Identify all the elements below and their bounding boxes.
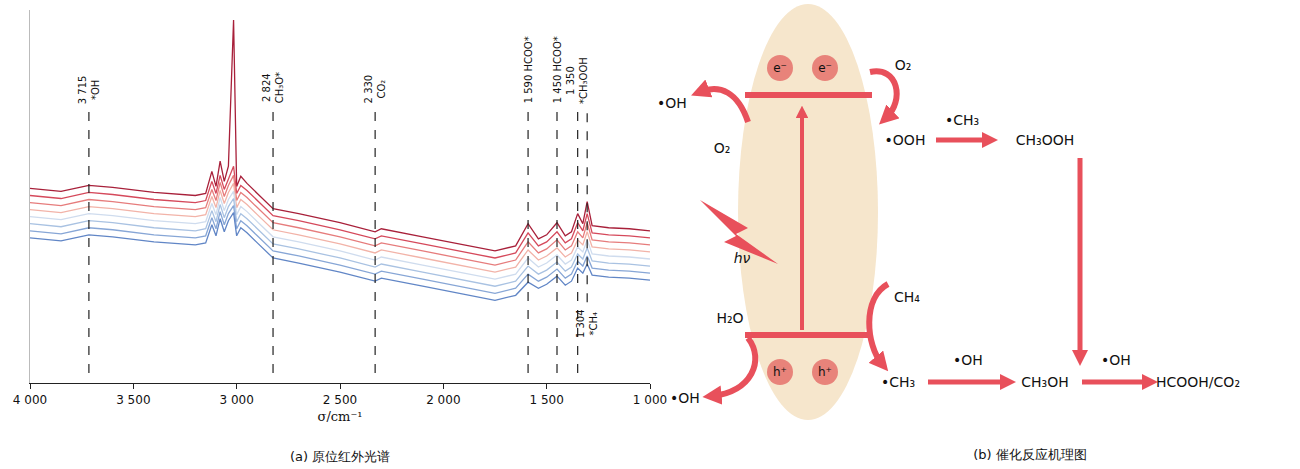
svg-text:e⁻: e⁻ — [818, 61, 832, 75]
svg-text:•CH₃: •CH₃ — [945, 112, 979, 128]
svg-text:(b) 催化反应机理图: (b) 催化反应机理图 — [973, 447, 1087, 462]
svg-text:σ/cm⁻¹: σ/cm⁻¹ — [318, 409, 363, 424]
svg-text:1 500: 1 500 — [529, 393, 563, 407]
svg-text:1 450 HCOO*: 1 450 HCOO* — [552, 36, 563, 103]
svg-text:CH₄: CH₄ — [894, 289, 920, 305]
svg-text:1 350*CH₃OOH: 1 350*CH₃OOH — [565, 57, 589, 104]
svg-text:1 000: 1 000 — [633, 393, 667, 407]
svg-text:1 590 HCOO*: 1 590 HCOO* — [523, 36, 534, 103]
svg-text:h⁺: h⁺ — [818, 365, 832, 379]
svg-text:O₂: O₂ — [714, 140, 731, 156]
svg-text:•CH₃: •CH₃ — [881, 374, 915, 390]
svg-text:e⁻: e⁻ — [773, 61, 787, 75]
svg-text:3 500: 3 500 — [116, 393, 150, 407]
svg-text:(a) 原位红外光谱: (a) 原位红外光谱 — [290, 449, 390, 464]
svg-text:CH₃OH: CH₃OH — [1021, 374, 1068, 390]
svg-text:hν: hν — [734, 250, 751, 266]
svg-text:•OOH: •OOH — [885, 132, 926, 148]
svg-text:H₂O: H₂O — [716, 310, 743, 326]
svg-text:h⁺: h⁺ — [773, 365, 787, 379]
svg-text:O₂: O₂ — [895, 57, 912, 73]
svg-text:2 824CH₃O*: 2 824CH₃O* — [261, 72, 285, 103]
svg-text:2 500: 2 500 — [323, 393, 357, 407]
svg-text:•OH: •OH — [953, 352, 983, 368]
svg-text:2 330CO₂: 2 330CO₂ — [363, 75, 387, 104]
svg-text:CH₃OOH: CH₃OOH — [1016, 132, 1074, 148]
svg-text:3 000: 3 000 — [219, 393, 253, 407]
svg-text:3 715*OH: 3 715*OH — [77, 76, 101, 105]
svg-text:•OH: •OH — [670, 390, 700, 406]
svg-text:1 304*CH₄: 1 304*CH₄ — [575, 309, 599, 338]
svg-text:4 000: 4 000 — [13, 393, 47, 407]
svg-text:2 000: 2 000 — [426, 393, 460, 407]
svg-text:•OH: •OH — [657, 95, 687, 111]
svg-text:•OH: •OH — [1101, 352, 1131, 368]
svg-text:HCOOH/CO₂: HCOOH/CO₂ — [1156, 374, 1240, 390]
